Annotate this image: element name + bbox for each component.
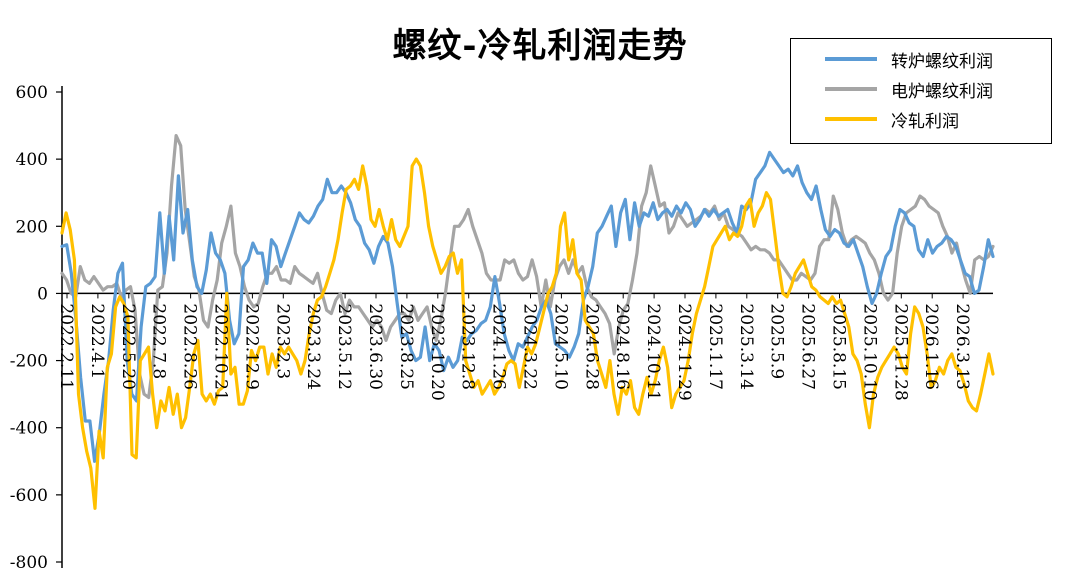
y-tick-label: 400 (16, 150, 48, 170)
x-tick-label: 2023.8.25 (396, 303, 416, 390)
series-layer (60, 134, 995, 510)
y-tick-label: -800 (10, 553, 48, 570)
x-tick-label: 2025.11.28 (890, 303, 910, 400)
x-tick-label: 2023.5.12 (334, 303, 354, 390)
x-tick-label: 2024.10.11 (643, 303, 663, 400)
x-tick-label: 2022.8.26 (180, 303, 200, 390)
x-tick-label: 2025.8.15 (829, 303, 849, 390)
y-tick-label: -600 (10, 486, 48, 506)
chart-title: 螺纹-冷轧利润走势 (392, 26, 688, 66)
x-tick-label: 2022.7.8 (149, 303, 169, 379)
series-line-1 (60, 150, 995, 463)
x-tick-label: 2025.10.10 (859, 303, 879, 400)
x-tick-labels: 2022.2.11 2022.4.1 2022.5.20 2022.7.8 2022.8… (56, 303, 972, 400)
x-tick-label: 2026.1.16 (921, 303, 941, 390)
legend-swatch (825, 87, 877, 91)
series-line-3 (60, 157, 995, 510)
x-tick-label: 2022.12.9 (241, 303, 261, 390)
x-tick-label: 2024.8.16 (612, 303, 632, 390)
x-tick-label: 2025.6.27 (798, 303, 818, 390)
legend-swatch (825, 117, 877, 121)
legend-item: 转炉螺纹利润 (791, 45, 1053, 72)
y-tick-labels: 600 400 200 0 -200 -400 -600 -800 (10, 83, 48, 570)
y-tick-label: 0 (37, 284, 48, 304)
x-tick-label: 2024.5.10 (550, 303, 570, 390)
x-tick-label: 2023.12.8 (458, 303, 478, 390)
legend-label: 电炉螺纹利润 (891, 82, 993, 102)
legend-item: 电炉螺纹利润 (791, 75, 1053, 102)
x-tick-label: 2024.3.22 (520, 303, 540, 390)
x-tick-label: 2025.1.17 (705, 303, 725, 390)
x-tick-label: 2023.6.30 (365, 303, 385, 390)
x-tick-label: 2022.4.1 (87, 303, 107, 379)
x-tick-label: 2023.10.20 (427, 303, 447, 400)
y-tick-label: -200 (10, 352, 48, 372)
legend-label: 转炉螺纹利润 (891, 52, 993, 72)
x-tick-label: 2022.2.11 (56, 303, 76, 390)
x-tick-label: 2023.3.24 (303, 303, 323, 390)
x-tick-label: 2025.3.14 (736, 303, 756, 390)
legend-label: 冷轧利润 (891, 112, 959, 132)
y-tick-label: 600 (16, 83, 48, 103)
y-tick-label: -400 (10, 419, 48, 439)
x-tick-label: 2025.5.9 (767, 303, 787, 379)
x-tick-label: 2023.2.3 (272, 303, 292, 379)
x-tick-label: 2024.11.29 (674, 303, 694, 400)
series-line-2 (60, 134, 995, 400)
axes (56, 86, 993, 568)
legend: 转炉螺纹利润 电炉螺纹利润 冷轧利润 (790, 38, 1052, 144)
x-tick-label: 2022.5.20 (118, 303, 138, 390)
x-tick-label: 2026.3.13 (952, 303, 972, 390)
x-tick-label: 2024.6.28 (581, 303, 601, 390)
x-tick-label: 2022.10.21 (211, 303, 231, 400)
x-tick-label: 2024.1.26 (489, 303, 509, 390)
legend-swatch (825, 57, 877, 61)
legend-item: 冷轧利润 (791, 105, 1053, 132)
y-tick-label: 200 (16, 217, 48, 237)
